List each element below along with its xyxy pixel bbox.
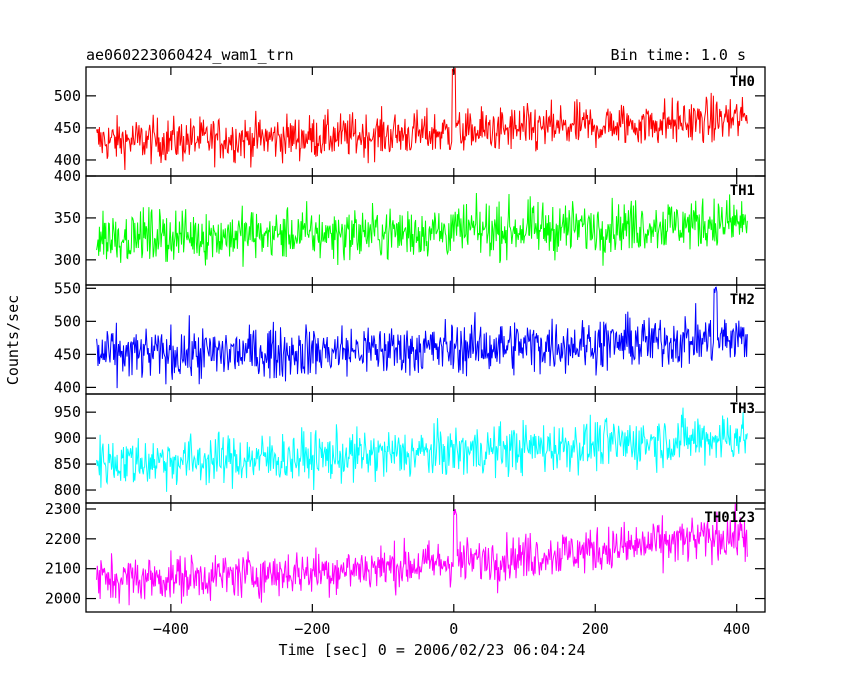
y-tick-label: 900 — [54, 429, 81, 447]
y-tick-label: 350 — [54, 209, 81, 227]
y-tick-label: 500 — [54, 87, 81, 105]
y-tick-label: 450 — [54, 119, 81, 137]
y-tick-label: 550 — [54, 279, 81, 297]
y-tick-label: 500 — [54, 312, 81, 330]
panel-th2: 400 450 500 550 TH2 — [54, 279, 766, 396]
panels-group: 400 450 500 TH0 300 350 400 TH1 400 450 500 550 TH2 8… — [45, 66, 766, 613]
panel-th0123: 2000 2100 2200 2300 TH0123 — [45, 500, 766, 613]
series-th0123 — [96, 503, 748, 606]
series-th3 — [96, 407, 748, 492]
panel-th3: 800 850 900 950 TH3 — [54, 393, 766, 504]
y-tick-label: 2300 — [45, 500, 81, 518]
y-tick-label: 2000 — [45, 590, 81, 608]
panel-label: TH3 — [730, 401, 755, 417]
y-tick-label: 2100 — [45, 560, 81, 578]
panel-frame — [85, 502, 766, 613]
y-tick-label: 400 — [54, 167, 81, 185]
x-tick-label: 0 — [449, 620, 458, 638]
y-tick-label: 950 — [54, 403, 81, 421]
y-tick-label: 400 — [54, 151, 81, 169]
series-th0 — [96, 67, 748, 171]
panel-label: TH0 — [730, 74, 755, 90]
bin-time-label: Bin time: 1.0 s — [611, 46, 746, 64]
x-tick-label: 400 — [723, 620, 750, 638]
x-tick-label: −400 — [153, 620, 189, 638]
x-tick-label: −200 — [294, 620, 330, 638]
y-tick-label: 800 — [54, 481, 81, 499]
y-tick-label: 450 — [54, 345, 81, 363]
panel-th1: 300 350 400 TH1 — [54, 167, 766, 286]
series-th1 — [96, 192, 748, 267]
panel-label: TH2 — [730, 292, 755, 308]
x-axis: −400 −200 0 200 400 — [153, 620, 750, 638]
panel-label: TH1 — [730, 183, 755, 199]
panel-th0: 400 450 500 TH0 — [54, 66, 766, 177]
y-axis-label: Counts/sec — [4, 295, 22, 385]
y-tick-label: 400 — [54, 378, 81, 396]
series-th2 — [96, 286, 748, 389]
panel-label: TH0123 — [704, 510, 755, 526]
y-tick-label: 850 — [54, 455, 81, 473]
y-tick-label: 2200 — [45, 530, 81, 548]
y-tick-label: 300 — [54, 251, 81, 269]
x-tick-label: 200 — [582, 620, 609, 638]
chart-title: ae060223060424_wam1_trn — [86, 46, 294, 64]
x-axis-label: Time [sec] 0 = 2006/02/23 06:04:24 — [278, 641, 585, 659]
